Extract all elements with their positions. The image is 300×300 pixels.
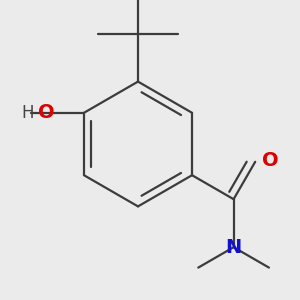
Text: H: H bbox=[21, 104, 34, 122]
Text: N: N bbox=[226, 238, 242, 257]
Text: O: O bbox=[262, 151, 279, 170]
Text: O: O bbox=[38, 103, 55, 122]
